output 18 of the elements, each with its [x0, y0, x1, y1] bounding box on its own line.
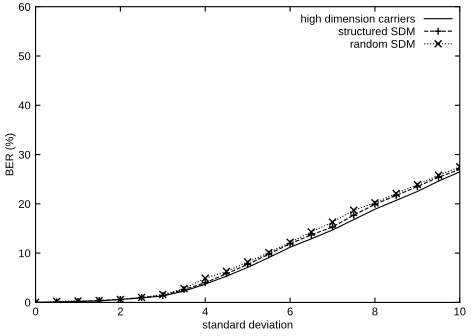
y-tick-label: 60	[18, 2, 30, 11]
x-tick-label: 6	[288, 308, 293, 316]
y-tick-label: 50	[18, 52, 30, 60]
y-tick-label: 30	[18, 150, 30, 159]
y-tick-label: 10	[19, 249, 30, 258]
x-axis-title: standard deviation	[202, 320, 292, 329]
x-tick-label: 0	[32, 308, 38, 316]
y-tick-label: 20	[18, 200, 30, 208]
legend-label: random SDM	[350, 40, 414, 48]
y-tick-label: 40	[18, 102, 30, 110]
legend-label: high dimension carriers	[301, 14, 415, 25]
y-tick-label: 0	[24, 298, 30, 307]
x-tick-label: 10	[454, 308, 466, 316]
y-axis-title: BER (%)	[5, 134, 16, 176]
x-tick-label: 4	[202, 308, 208, 316]
x-tick-label: 8	[372, 308, 378, 316]
x-tick-label: 2	[118, 308, 123, 316]
legend-label: structured SDM	[338, 27, 414, 36]
